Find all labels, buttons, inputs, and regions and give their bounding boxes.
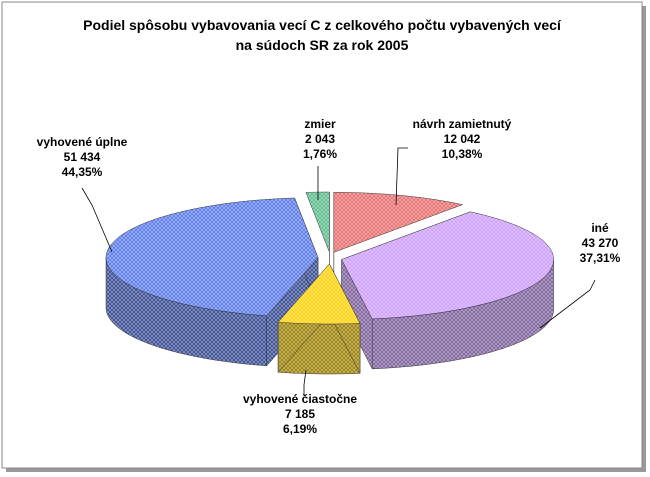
label-category: vyhovené čiastočne <box>243 392 357 406</box>
leader-line <box>303 369 307 396</box>
leader-line <box>539 279 596 329</box>
label-value: 7 185 <box>285 407 315 421</box>
slice <box>277 263 361 325</box>
label-percent: 1,76% <box>303 147 337 161</box>
label-percent: 10,38% <box>442 147 483 161</box>
chart-title: na súdoch SR za rok 2005 <box>236 37 409 53</box>
label-category: iné <box>591 221 609 235</box>
label-value: 2 043 <box>305 132 335 146</box>
label-percent: 44,35% <box>62 165 103 179</box>
chart-title: Podiel spôsobu vybavovania vecí C z celk… <box>83 17 562 33</box>
label-percent: 37,31% <box>580 251 621 265</box>
label-value: 43 270 <box>582 236 619 250</box>
slice <box>333 192 464 253</box>
label-value: 12 042 <box>444 132 481 146</box>
label-category: návrh zamietnutý <box>413 117 512 131</box>
label-value: 51 434 <box>64 150 101 164</box>
label-percent: 6,19% <box>283 422 317 436</box>
leader-line <box>395 147 408 206</box>
label-category: zmier <box>304 117 336 131</box>
slice <box>341 211 554 320</box>
slice <box>105 197 319 317</box>
label-category: vyhovené úplne <box>37 135 128 149</box>
leader-line <box>81 187 113 253</box>
